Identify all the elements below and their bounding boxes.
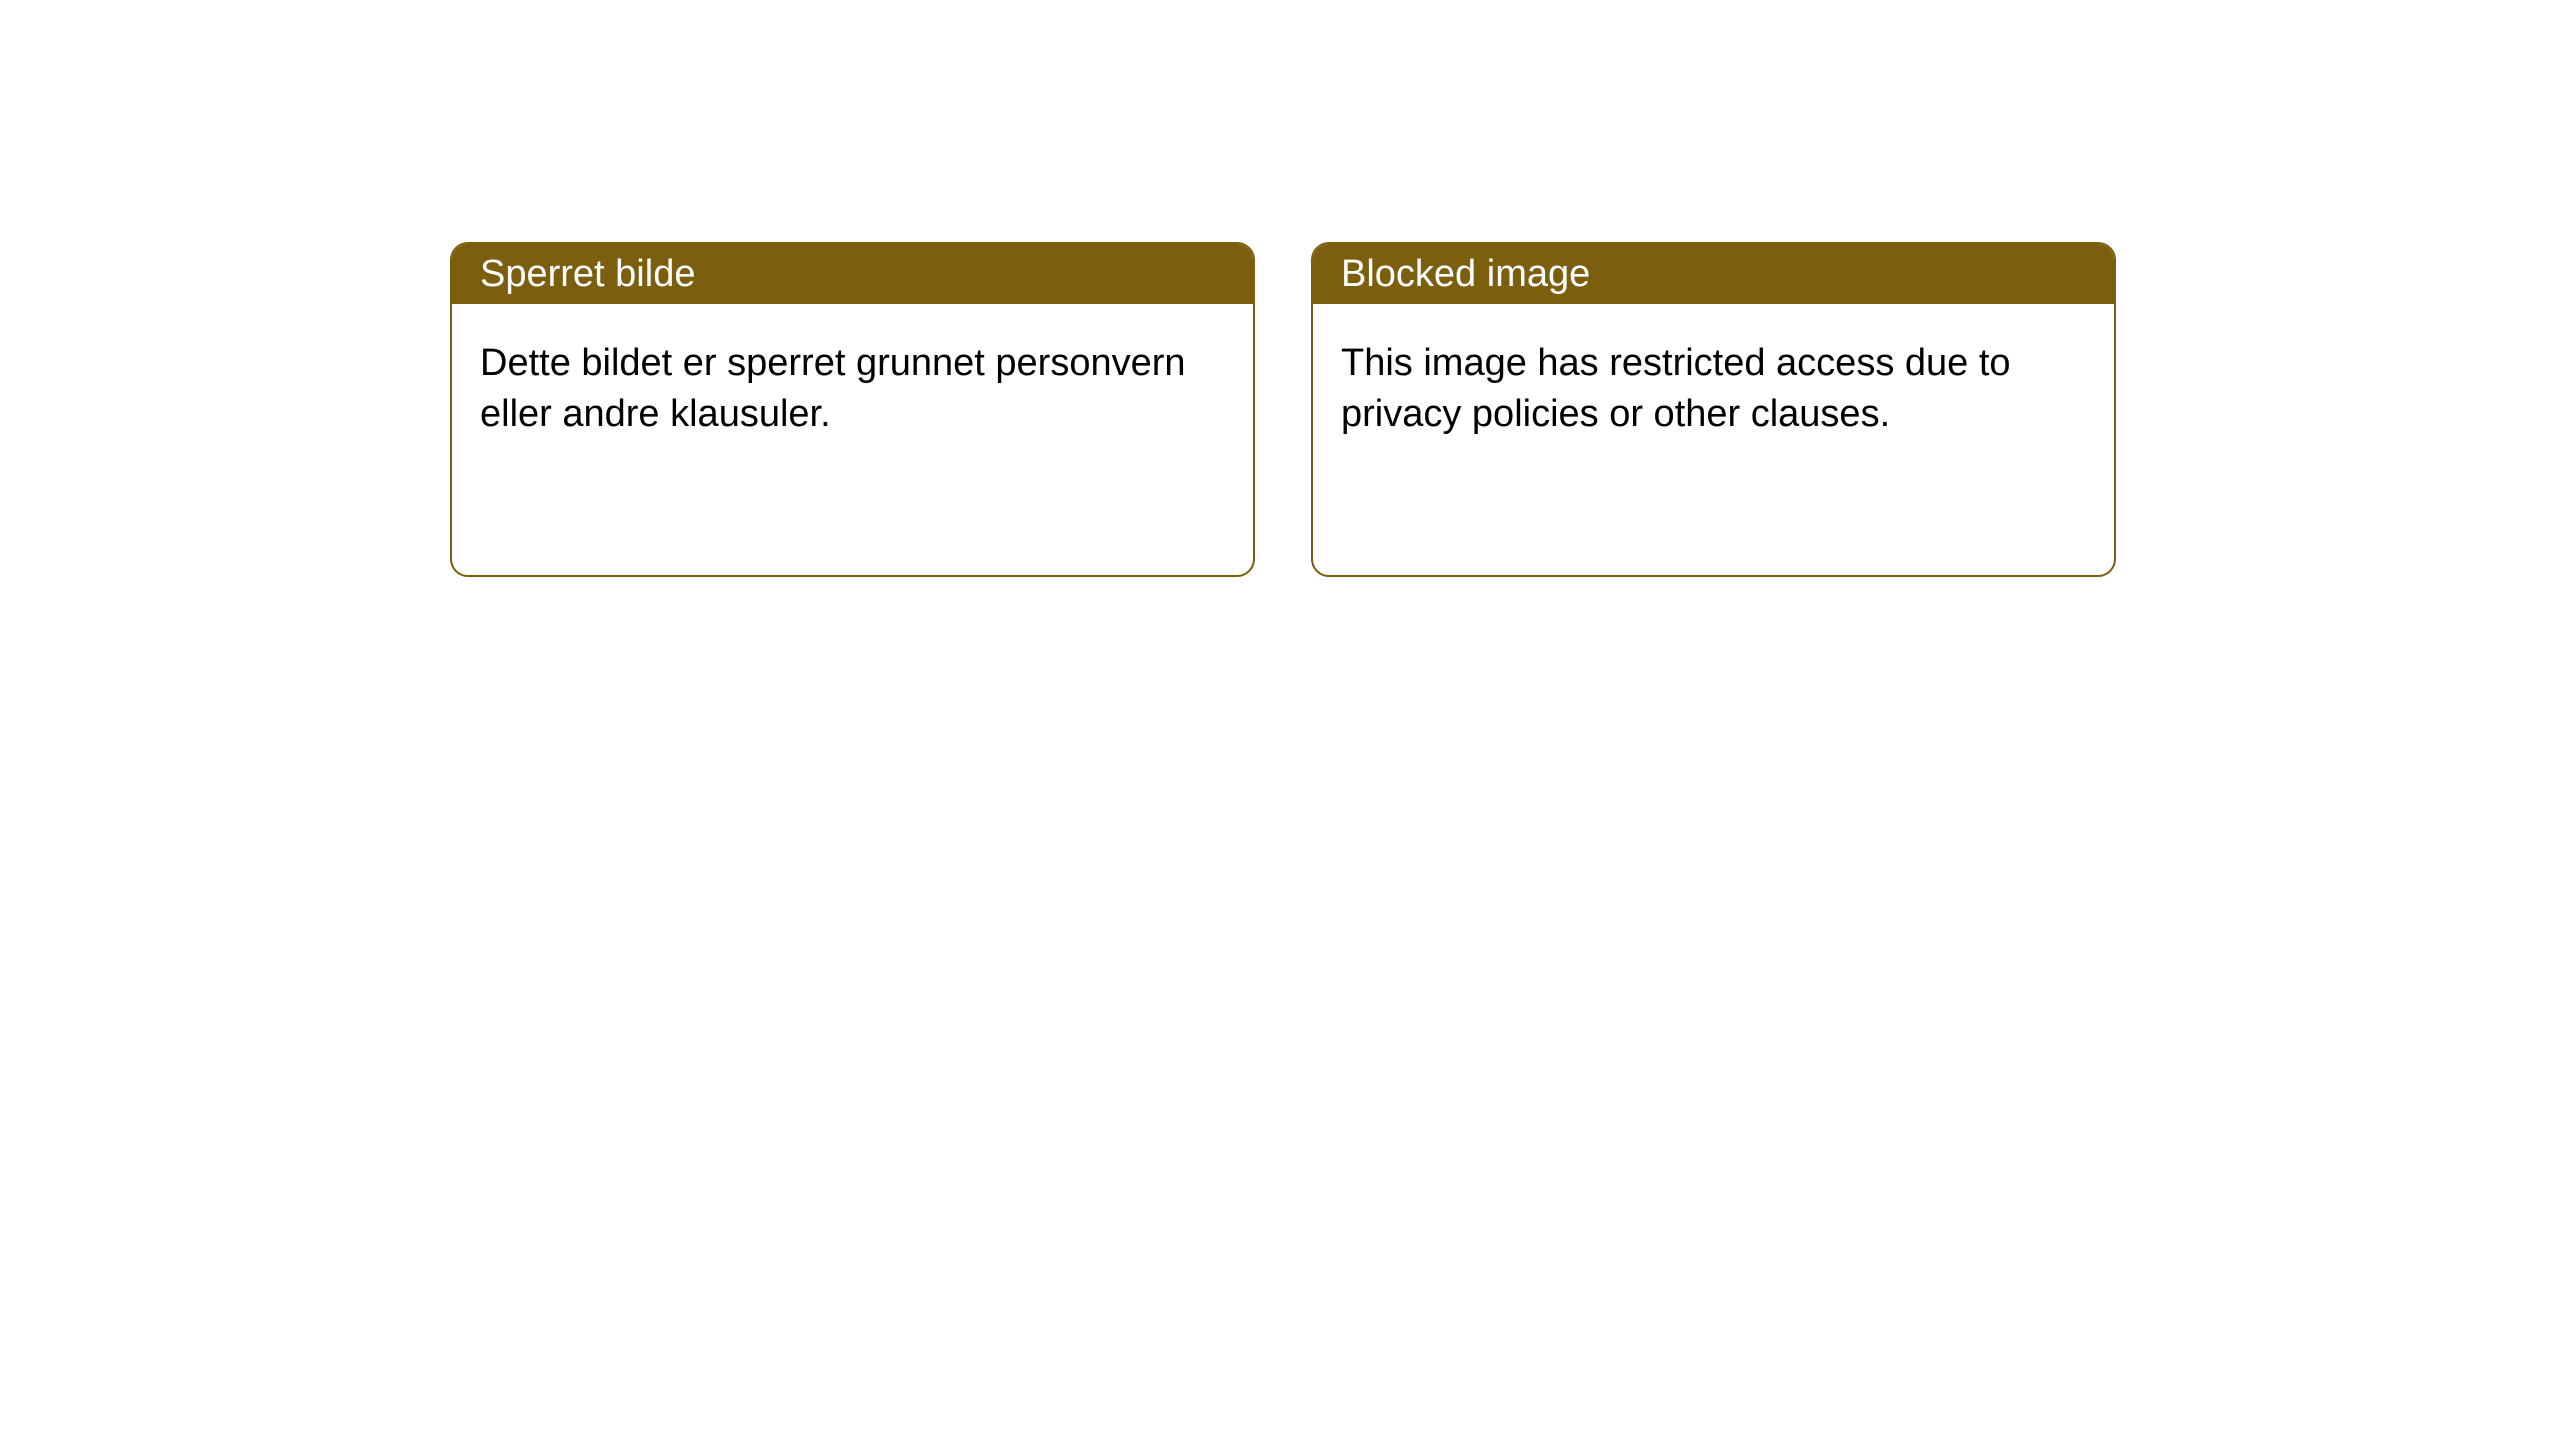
notice-body: This image has restricted access due to … <box>1313 304 2114 469</box>
notice-title: Blocked image <box>1341 253 1590 296</box>
notice-header: Sperret bilde <box>452 244 1253 304</box>
notice-body: Dette bildet er sperret grunnet personve… <box>452 304 1253 469</box>
notice-text: This image has restricted access due to … <box>1341 342 2011 435</box>
notice-card-norwegian: Sperret bilde Dette bildet er sperret gr… <box>450 242 1255 577</box>
notice-card-english: Blocked image This image has restricted … <box>1311 242 2116 577</box>
notice-text: Dette bildet er sperret grunnet personve… <box>480 342 1186 435</box>
notice-title: Sperret bilde <box>480 253 695 296</box>
notice-container: Sperret bilde Dette bildet er sperret gr… <box>0 0 2560 577</box>
notice-header: Blocked image <box>1313 244 2114 304</box>
